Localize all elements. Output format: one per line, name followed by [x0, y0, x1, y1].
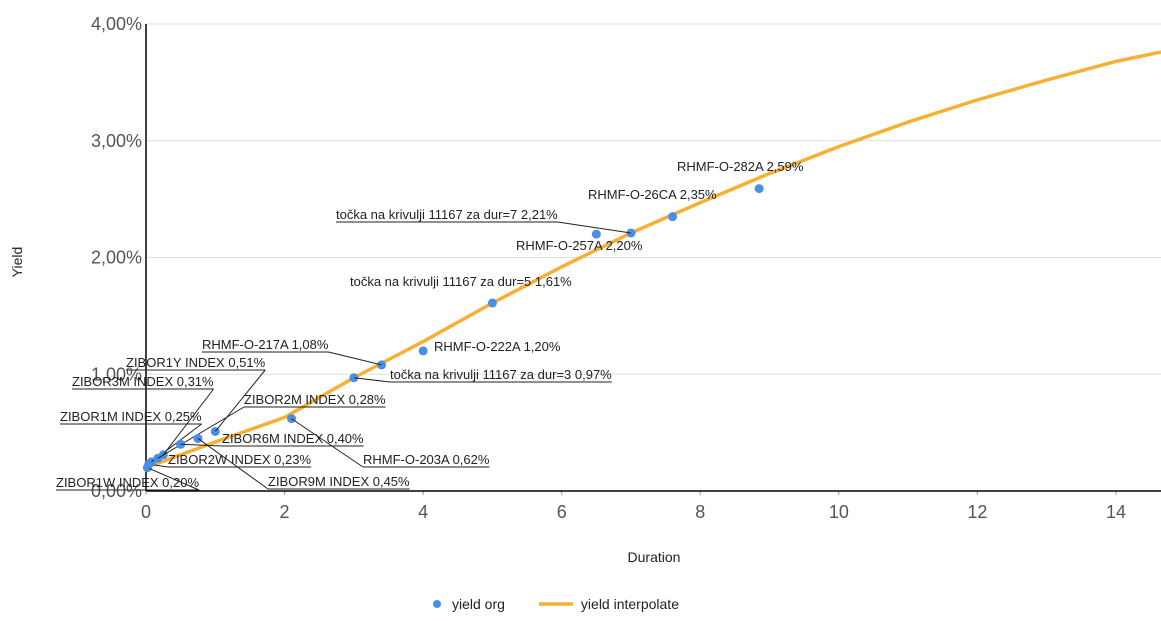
legend-label: yield org [452, 596, 505, 612]
annotation: ZIBOR1W INDEX 0,20% [56, 475, 199, 490]
x-tick-label: 14 [1106, 502, 1126, 522]
legend: yield org yield interpolate [433, 596, 679, 612]
annotation: točka na krivulji 11167 za dur=3 0,97% [390, 367, 612, 382]
x-tick-label: 4 [418, 502, 428, 522]
annotation-leader [214, 369, 266, 432]
data-point [418, 346, 428, 356]
annotation: točka na krivulji 11167 za dur=7 2,21% [336, 207, 558, 222]
data-point [487, 298, 497, 308]
x-tick-label: 12 [967, 502, 987, 522]
annotation: točka na krivulji 11167 za dur=5 1,61% [350, 274, 572, 289]
annotation: ZIBOR3M INDEX 0,31% [72, 374, 214, 389]
data-point [754, 184, 764, 194]
annotation: RHMF-O-217A 1,08% [202, 337, 329, 352]
y-tick-label: 1,00% [91, 364, 142, 384]
annotation: ZIBOR2W INDEX 0,23% [168, 452, 311, 467]
annotation: RHMF-O-222A 1,20% [434, 339, 561, 354]
legend-label: yield interpolate [581, 596, 679, 612]
annotation-leader [147, 467, 200, 491]
x-tick-label: 8 [695, 502, 705, 522]
y-tick-label: 4,00% [91, 14, 142, 34]
interpolated-line [145, 50, 1161, 470]
annotation-leader [557, 221, 632, 234]
annotation-leader [291, 418, 364, 468]
annotation: RHMF-O-203A 0,62% [363, 452, 490, 467]
annotation: RHMF-O-282A 2,59% [677, 159, 804, 174]
x-tick-label: 0 [141, 502, 151, 522]
annotation: ZIBOR2M INDEX 0,28% [244, 392, 386, 407]
x-tick-label: 2 [280, 502, 290, 522]
annotation: ZIBOR1Y INDEX 0,51% [126, 355, 266, 370]
annotation-leader [353, 377, 391, 383]
y-tick-label: 2,00% [91, 248, 142, 268]
x-tick-label: 6 [557, 502, 567, 522]
annotation-leader [180, 443, 223, 447]
annotation: RHMF-O-257A 2,20% [516, 238, 643, 253]
annotation: RHMF-O-26CA 2,35% [588, 187, 717, 202]
annotation-leader [328, 351, 382, 366]
legend-swatch [433, 600, 441, 608]
data-point [591, 229, 601, 239]
x-tick-label: 10 [829, 502, 849, 522]
annotation-leader [157, 406, 245, 459]
annotation: ZIBOR9M INDEX 0,45% [268, 474, 410, 489]
x-axis-title: Duration [628, 549, 681, 565]
y-axis-title: Yield [9, 247, 25, 278]
annotation-leader [162, 388, 215, 456]
annotation-leader [197, 438, 269, 490]
data-point [668, 212, 678, 222]
y-tick-label: 0,00% [91, 481, 142, 501]
annotation: ZIBOR1M INDEX 0,25% [60, 409, 202, 424]
y-tick-label: 3,00% [91, 131, 142, 151]
annotation: ZIBOR6M INDEX 0,40% [222, 431, 364, 446]
